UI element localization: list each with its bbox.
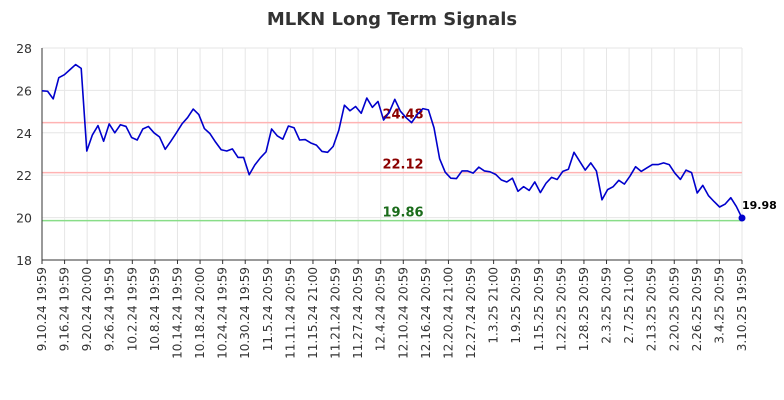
x-tick-label: 2.7.25 21:00 <box>622 267 636 344</box>
axes: 18 20 22 24 26 28 9.10.24 19:59 9.16.24 19:59 9.… <box>16 41 749 359</box>
y-tick-label: 28 <box>16 41 32 56</box>
x-tick-label: 12.20.24 21:00 <box>441 267 455 359</box>
price-series: 19.98 <box>41 63 777 222</box>
x-tick-label: 3.10.25 19:59 <box>735 267 749 351</box>
x-tick-label: 3.4.25 20:59 <box>712 267 726 344</box>
x-tick-label: 12.27.24 20:59 <box>464 267 478 359</box>
x-tick-label: 11.5.24 20:59 <box>261 267 275 351</box>
x-tick-label: 1.28.25 20:59 <box>577 267 591 351</box>
last-value-label: 19.98 <box>742 199 777 212</box>
x-tick-label: 10.30.24 19:59 <box>238 267 252 359</box>
y-tick-label: 18 <box>16 253 32 268</box>
x-tick-label: 12.10.24 20:59 <box>396 267 410 359</box>
price-line <box>41 63 743 219</box>
last-point-marker <box>738 214 746 222</box>
x-tick-label: 11.15.24 21:00 <box>306 267 320 359</box>
chart-title: MLKN Long Term Signals <box>267 9 517 30</box>
x-tick-label: 2.13.25 20:59 <box>645 267 659 351</box>
y-tick-label: 20 <box>16 211 32 226</box>
y-tick-label: 24 <box>16 126 32 141</box>
x-tick-label: 2.3.25 20:59 <box>600 267 614 344</box>
x-tick-label: 9.20.24 20:00 <box>80 267 94 351</box>
x-tick-label: 9.26.24 19:59 <box>103 267 117 351</box>
x-tick-label: 11.11.24 20:59 <box>283 267 297 359</box>
y-tick-label: 22 <box>16 168 32 183</box>
signal-level-label: 22.12 <box>382 158 423 173</box>
x-tick-label: 2.20.25 20:59 <box>667 267 681 351</box>
x-tick-label: 1.3.25 21:00 <box>487 267 501 344</box>
x-tick-label: 9.10.24 19:59 <box>35 267 49 351</box>
x-tick-label: 12.16.24 20:59 <box>419 267 433 359</box>
x-tick-label: 10.18.24 20:00 <box>193 267 207 359</box>
x-tick-label: 10.8.24 19:59 <box>148 267 162 351</box>
x-tick-label: 1.9.25 20:59 <box>509 267 523 344</box>
x-tick-label: 10.24.24 19:59 <box>216 267 230 359</box>
signal-level-label: 19.86 <box>382 206 423 221</box>
x-tick-label: 11.27.24 20:59 <box>351 267 365 359</box>
x-tick-label: 2.26.25 20:59 <box>690 267 704 351</box>
x-tick-label: 10.2.24 19:59 <box>125 267 139 351</box>
x-tick-label: 11.21.24 20:59 <box>329 267 343 359</box>
y-tick-label: 26 <box>16 83 32 98</box>
x-tick-label: 1.22.25 20:59 <box>554 267 568 351</box>
grid <box>41 47 743 261</box>
x-tick-label: 9.16.24 19:59 <box>58 267 72 351</box>
x-tick-label: 10.14.24 19:59 <box>170 267 184 359</box>
x-tick-label: 1.15.25 20:59 <box>532 267 546 351</box>
x-tick-label: 12.4.24 20:59 <box>374 267 388 351</box>
